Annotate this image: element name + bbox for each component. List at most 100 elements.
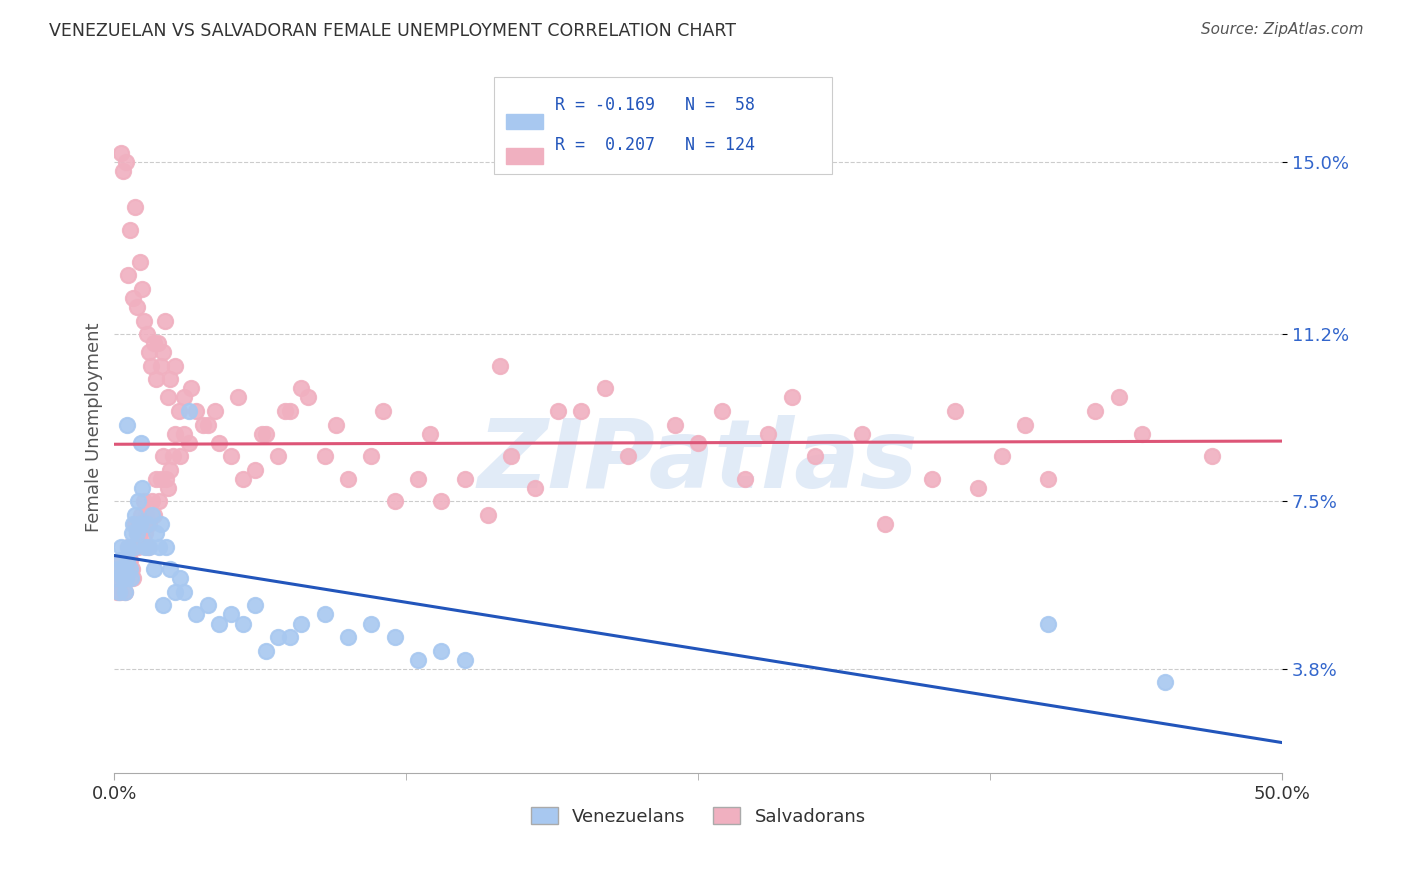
Point bbox=[112, 164, 135, 178]
Point bbox=[112, 562, 135, 576]
Point bbox=[162, 449, 184, 463]
Point bbox=[112, 562, 135, 576]
Point bbox=[336, 630, 359, 644]
Point bbox=[1084, 404, 1107, 418]
Point bbox=[1038, 472, 1060, 486]
Point bbox=[145, 472, 167, 486]
Point bbox=[131, 516, 153, 531]
Point bbox=[157, 481, 180, 495]
Point bbox=[617, 449, 640, 463]
Point bbox=[593, 381, 616, 395]
Point bbox=[138, 516, 160, 531]
Point bbox=[336, 472, 359, 486]
Point bbox=[129, 516, 152, 531]
Point bbox=[873, 516, 896, 531]
Point bbox=[208, 616, 231, 631]
Point bbox=[250, 426, 273, 441]
Point bbox=[232, 472, 254, 486]
Point bbox=[136, 516, 159, 531]
Point bbox=[135, 508, 157, 522]
Point bbox=[125, 526, 148, 541]
Point bbox=[430, 494, 453, 508]
Point bbox=[143, 562, 166, 576]
Point bbox=[208, 435, 231, 450]
Point bbox=[278, 404, 301, 418]
Point bbox=[430, 643, 453, 657]
Point bbox=[173, 585, 195, 599]
Point bbox=[290, 381, 312, 395]
Point bbox=[110, 146, 132, 161]
Point bbox=[114, 562, 136, 576]
Point bbox=[107, 562, 129, 576]
Point bbox=[804, 449, 827, 463]
FancyBboxPatch shape bbox=[494, 78, 832, 174]
Point bbox=[121, 526, 143, 541]
Point bbox=[290, 616, 312, 631]
Point bbox=[138, 540, 160, 554]
Point bbox=[314, 607, 336, 622]
Point bbox=[141, 359, 163, 373]
Point bbox=[169, 404, 191, 418]
Point bbox=[921, 472, 943, 486]
Point bbox=[325, 417, 347, 432]
Text: VENEZUELAN VS SALVADORAN FEMALE UNEMPLOYMENT CORRELATION CHART: VENEZUELAN VS SALVADORAN FEMALE UNEMPLOY… bbox=[49, 22, 737, 40]
Point bbox=[232, 616, 254, 631]
Point bbox=[149, 359, 172, 373]
Point bbox=[155, 472, 177, 486]
Point bbox=[186, 607, 208, 622]
Point bbox=[134, 526, 156, 541]
Point bbox=[501, 449, 523, 463]
Point bbox=[664, 417, 686, 432]
Point bbox=[135, 327, 157, 342]
Point bbox=[105, 585, 128, 599]
Point bbox=[756, 426, 779, 441]
Point bbox=[274, 404, 297, 418]
Point bbox=[125, 526, 148, 541]
Point bbox=[117, 540, 139, 554]
Point bbox=[138, 345, 160, 359]
Point bbox=[114, 585, 136, 599]
Point bbox=[118, 562, 141, 576]
Point bbox=[129, 508, 152, 522]
Point bbox=[107, 571, 129, 585]
Point bbox=[150, 516, 173, 531]
Point bbox=[384, 494, 406, 508]
Text: R =  0.207   N = 124: R = 0.207 N = 124 bbox=[554, 136, 755, 153]
Point bbox=[169, 449, 191, 463]
Point bbox=[117, 268, 139, 283]
Point bbox=[155, 540, 177, 554]
Point bbox=[110, 585, 132, 599]
Point bbox=[851, 426, 873, 441]
Point bbox=[688, 435, 710, 450]
Y-axis label: Female Unemployment: Female Unemployment bbox=[86, 322, 103, 532]
Point bbox=[115, 571, 138, 585]
Point bbox=[143, 508, 166, 522]
Point bbox=[136, 516, 159, 531]
Point bbox=[173, 426, 195, 441]
Point bbox=[406, 472, 429, 486]
Point bbox=[124, 201, 146, 215]
Point bbox=[117, 553, 139, 567]
Bar bbox=[506, 114, 543, 129]
Point bbox=[105, 571, 128, 585]
Point bbox=[127, 300, 149, 314]
Point bbox=[134, 313, 156, 327]
Point bbox=[122, 540, 145, 554]
Point bbox=[145, 372, 167, 386]
Point bbox=[128, 254, 150, 268]
Point bbox=[453, 472, 475, 486]
Point bbox=[1154, 675, 1177, 690]
Point bbox=[1130, 426, 1153, 441]
Point bbox=[384, 630, 406, 644]
Point bbox=[115, 571, 138, 585]
Point bbox=[148, 336, 170, 351]
Point bbox=[219, 607, 242, 622]
Point bbox=[547, 404, 569, 418]
Point bbox=[453, 653, 475, 667]
Point bbox=[360, 449, 382, 463]
Point bbox=[254, 426, 277, 441]
Point bbox=[128, 516, 150, 531]
Point bbox=[117, 562, 139, 576]
Point bbox=[114, 155, 136, 169]
Point bbox=[121, 291, 143, 305]
